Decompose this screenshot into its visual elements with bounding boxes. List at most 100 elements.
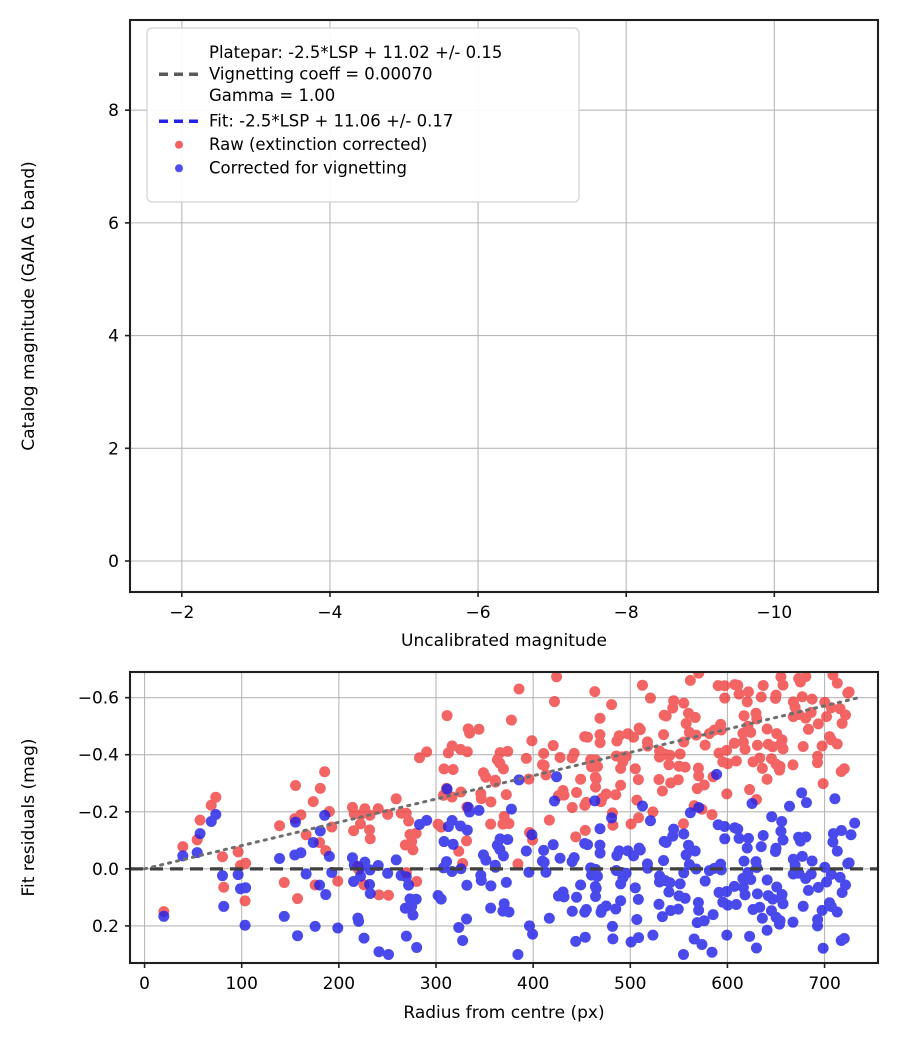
data-point [733,688,745,700]
data-point [692,762,704,774]
y-tick-label: 6 [108,214,119,234]
data-point [838,933,850,945]
data-point [656,785,668,797]
data-point [812,881,824,893]
data-point [407,909,419,921]
data-point [761,924,773,936]
data-point [289,849,301,861]
data-point [773,764,785,776]
data-point [825,734,837,746]
data-point [617,872,629,884]
data-point [812,920,824,932]
data-point [744,930,756,942]
data-point [611,735,623,747]
x-tick-label: −4 [317,603,342,623]
x-tick-label: 700 [808,974,840,994]
data-point [292,930,304,942]
data-point [455,743,467,755]
data-point [579,837,591,849]
data-point [383,948,395,960]
data-point [742,832,754,844]
data-point [307,837,319,849]
data-point [827,828,839,840]
data-point [475,874,487,886]
data-point [843,686,855,698]
data-point [756,762,768,774]
data-point [473,804,485,816]
data-point [590,781,602,793]
data-point [771,881,783,893]
data-point [750,942,762,954]
data-point [615,895,627,907]
data-point [653,898,665,910]
data-point [240,882,252,894]
data-point [290,816,302,828]
data-point [747,903,759,915]
data-point [355,870,367,882]
data-point [797,741,809,753]
data-point [668,823,680,835]
data-point [441,710,453,722]
data-point [730,898,742,910]
data-point [706,809,718,821]
data-point [566,801,578,813]
data-point [632,893,644,905]
data-point [551,672,563,683]
data-point [461,913,473,925]
data-point [696,938,708,950]
x-tick-label: 0 [139,974,150,994]
x-tick-label: −10 [756,603,792,623]
data-point [513,683,525,695]
data-point [382,867,394,879]
data-point [177,841,189,853]
y-tick-label: 0.0 [92,860,119,880]
data-point [364,824,376,836]
data-point [414,818,426,830]
data-point [300,868,312,880]
data-point [751,888,763,900]
data-point [441,783,453,795]
data-point [806,693,818,705]
data-point [663,759,675,771]
data-point [359,803,371,815]
data-point [728,737,740,749]
data-point [674,748,686,760]
data-point [677,948,689,960]
y-tick-label: 4 [108,327,119,347]
data-point [548,795,560,807]
x-tick-label: −8 [614,603,639,623]
data-point [278,910,290,922]
data-point [673,760,685,772]
data-point [732,823,744,835]
data-point [442,747,454,759]
data-point [653,774,665,786]
data-point [500,789,512,801]
data-point [656,911,668,923]
data-point [526,735,538,747]
data-point [673,890,685,902]
data-point [817,942,829,954]
legend-box [146,27,580,203]
data-point [364,888,376,900]
data-point [589,686,601,698]
data-point [831,677,843,689]
data-point [571,891,583,903]
data-point [575,773,587,785]
data-point [674,878,686,890]
data-point [432,818,444,830]
data-point [594,839,606,851]
data-point [683,726,695,738]
data-point [364,864,376,876]
data-point [829,793,841,805]
dot-marker-icon [175,164,183,173]
data-point [503,906,515,918]
data-point [395,869,407,881]
data-point [538,844,550,856]
data-point [659,875,671,887]
data-point [755,691,767,703]
data-point [678,828,690,840]
data-point [372,803,384,815]
data-point [358,932,370,944]
